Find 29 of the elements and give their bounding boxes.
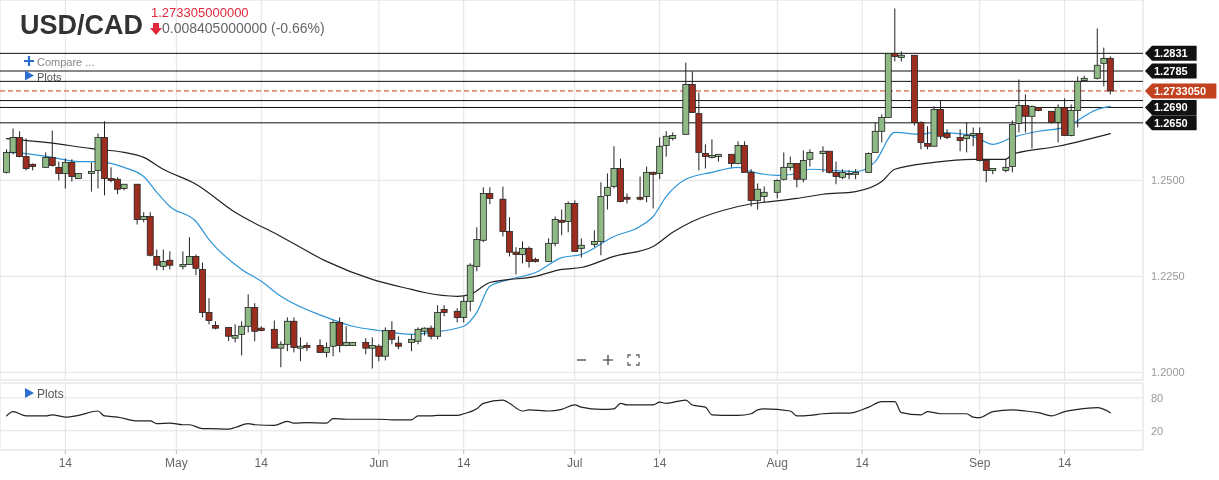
x-tick-label: Sep — [969, 456, 991, 470]
ref-line-label: 1.2785 — [1154, 64, 1188, 77]
x-tick-label: Jun — [369, 456, 389, 470]
line-series — [5, 399, 1111, 430]
x-tick-label: Aug — [766, 456, 788, 470]
x-tick-label: 14 — [855, 456, 870, 470]
ref-line-label: 1.2650 — [1154, 116, 1188, 129]
annotation: Compare ... — [37, 56, 95, 68]
ref-line-label: 1.2733050 — [1154, 84, 1206, 97]
chart-subtitle: 1.273305000000 — [151, 5, 249, 20]
y-tick-label: 20 — [1151, 424, 1164, 437]
x-tick-label: Jul — [567, 456, 583, 470]
x-tick-label: 14 — [652, 456, 667, 470]
ref-line-label: 1.2831 — [1154, 47, 1188, 60]
y-tick-label: 1.2250 — [1151, 270, 1185, 283]
annotation: Plots — [37, 70, 62, 83]
y-tick-label: 1.2500 — [1151, 174, 1185, 187]
annotation: 0.008405000000 (-0.66%) — [162, 20, 325, 36]
x-tick-label: 14 — [58, 456, 73, 470]
candlestick — [865, 151, 873, 173]
annotation: Plots — [37, 387, 64, 401]
y-tick-label: 1.2000 — [1151, 366, 1185, 379]
ref-line-label: 1.2690 — [1154, 101, 1188, 114]
x-tick-label: 14 — [457, 456, 471, 470]
x-tick-label: May — [165, 456, 188, 470]
x-tick-label: 14 — [254, 456, 269, 470]
x-tick-label: 14 — [1057, 456, 1072, 470]
y-tick-label: 80 — [1151, 391, 1164, 404]
chart-title: USD/CAD — [20, 10, 144, 40]
